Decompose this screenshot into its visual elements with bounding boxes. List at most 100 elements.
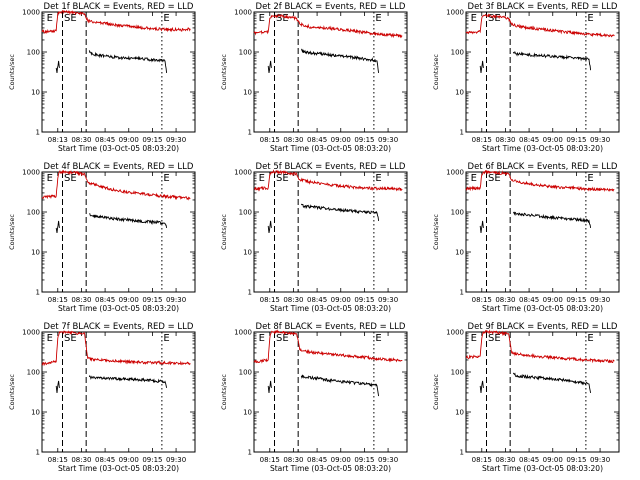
x-axis-label: Start Time (03-Oct-05 08:03:20) <box>58 464 179 473</box>
x-tick-label: 08:15 <box>472 296 492 304</box>
events-series-line <box>512 211 592 228</box>
y-tick-label: 100 <box>27 49 40 57</box>
x-axis-label: Start Time (03-Oct-05 08:03:20) <box>482 464 603 473</box>
y-axis-label: Counts/sec <box>220 214 228 250</box>
time-marker-label: S <box>276 13 282 24</box>
x-tick-label: 09:00 <box>331 296 351 304</box>
time-marker-label: E <box>375 13 381 24</box>
plot-frame <box>253 171 408 293</box>
lld-series-line <box>465 13 615 38</box>
x-tick-label: 08:45 <box>519 456 539 464</box>
y-tick-label: 1 <box>36 289 40 297</box>
x-tick-label: 08:45 <box>519 136 539 144</box>
time-marker-label: E <box>494 13 500 24</box>
time-marker-label: S <box>276 333 282 344</box>
lld-series-line <box>253 13 403 39</box>
x-tick-label: 08:30 <box>495 136 515 144</box>
x-axis-label: Start Time (03-Oct-05 08:03:20) <box>270 304 391 313</box>
events-series-line <box>267 380 272 393</box>
x-tick-label: 09:30 <box>378 296 398 304</box>
time-marker-label: E <box>375 173 381 184</box>
x-tick-label: 08:45 <box>307 296 327 304</box>
plot-title: Det 9f BLACK = Events, RED = LLD <box>468 322 618 332</box>
x-tick-label: 09:00 <box>543 136 563 144</box>
x-tick-label: 09:30 <box>590 136 610 144</box>
time-marker-label: S <box>488 333 494 344</box>
time-marker-label: E <box>47 13 53 24</box>
events-series-line <box>300 48 380 73</box>
y-tick-label: 100 <box>451 209 464 217</box>
x-tick-label: 09:15 <box>142 136 162 144</box>
time-marker-label: E <box>587 333 593 344</box>
time-marker-label: E <box>163 13 169 24</box>
x-axis-label: Start Time (03-Oct-05 08:03:20) <box>58 144 179 153</box>
time-marker-label: E <box>587 173 593 184</box>
plot-title: Det 8f BLACK = Events, RED = LLD <box>256 322 406 332</box>
time-marker-label: E <box>163 333 169 344</box>
x-tick-label: 09:15 <box>142 296 162 304</box>
events-series-line <box>267 220 272 233</box>
time-marker-label: E <box>70 13 76 24</box>
events-series-line <box>55 60 60 73</box>
time-marker-label: E <box>471 173 477 184</box>
y-tick-label: 1000 <box>22 329 40 337</box>
y-tick-label: 1000 <box>22 9 40 17</box>
lld-series-line <box>41 169 191 201</box>
x-tick-label: 08:30 <box>283 456 303 464</box>
x-tick-label: 08:45 <box>95 456 115 464</box>
x-tick-label: 09:00 <box>543 296 563 304</box>
y-tick-label: 100 <box>27 209 40 217</box>
x-axis-label: Start Time (03-Oct-05 08:03:20) <box>482 304 603 313</box>
y-tick-label: 10 <box>455 249 464 257</box>
plot-frame <box>465 331 620 453</box>
x-tick-label: 08:30 <box>495 456 515 464</box>
time-marker-label: E <box>259 13 265 24</box>
time-marker-label: E <box>471 333 477 344</box>
time-marker-label: E <box>494 333 500 344</box>
y-tick-label: 10 <box>31 409 40 417</box>
y-tick-label: 1 <box>36 449 40 457</box>
plot-title: Det 5f BLACK = Events, RED = LLD <box>256 162 406 172</box>
x-tick-label: 08:30 <box>283 136 303 144</box>
x-tick-label: 09:30 <box>590 456 610 464</box>
y-axis-label: Counts/sec <box>220 374 228 410</box>
y-axis-label: Counts/sec <box>220 54 228 90</box>
events-series-line <box>479 220 484 233</box>
x-tick-label: 08:15 <box>260 296 280 304</box>
time-marker-label: S <box>488 173 494 184</box>
y-tick-label: 100 <box>239 369 252 377</box>
y-tick-label: 10 <box>455 89 464 97</box>
x-axis-label: Start Time (03-Oct-05 08:03:20) <box>270 144 391 153</box>
plot-frame <box>41 171 196 293</box>
x-axis-label: Start Time (03-Oct-05 08:03:20) <box>270 464 391 473</box>
time-marker-label: E <box>282 13 288 24</box>
y-tick-label: 1000 <box>446 329 464 337</box>
x-tick-label: 09:00 <box>331 136 351 144</box>
x-tick-label: 09:15 <box>566 456 586 464</box>
y-axis-label: Counts/sec <box>432 214 440 250</box>
plot-frame <box>41 11 196 133</box>
plot-frame <box>253 331 408 453</box>
y-tick-label: 100 <box>451 49 464 57</box>
y-tick-label: 10 <box>31 249 40 257</box>
x-tick-label: 09:15 <box>566 296 586 304</box>
y-tick-label: 10 <box>243 409 252 417</box>
x-tick-label: 08:45 <box>307 136 327 144</box>
y-tick-label: 1 <box>460 449 464 457</box>
time-marker-label: E <box>47 173 53 184</box>
x-tick-label: 08:15 <box>260 456 280 464</box>
x-axis-label: Start Time (03-Oct-05 08:03:20) <box>482 144 603 153</box>
events-series-line <box>300 203 380 221</box>
x-tick-label: 08:15 <box>260 136 280 144</box>
y-tick-label: 1000 <box>234 169 252 177</box>
detector-plot-1: Det 1f BLACK = Events, RED = LLD 1 10 100 10… <box>8 2 196 153</box>
x-tick-label: 09:30 <box>166 456 186 464</box>
time-marker-label: S <box>64 13 70 24</box>
x-tick-label: 09:30 <box>590 296 610 304</box>
x-tick-label: 09:00 <box>331 456 351 464</box>
time-marker-label: E <box>494 173 500 184</box>
events-series-line <box>88 50 168 73</box>
y-tick-label: 1 <box>248 129 252 137</box>
events-series-line <box>300 374 380 397</box>
